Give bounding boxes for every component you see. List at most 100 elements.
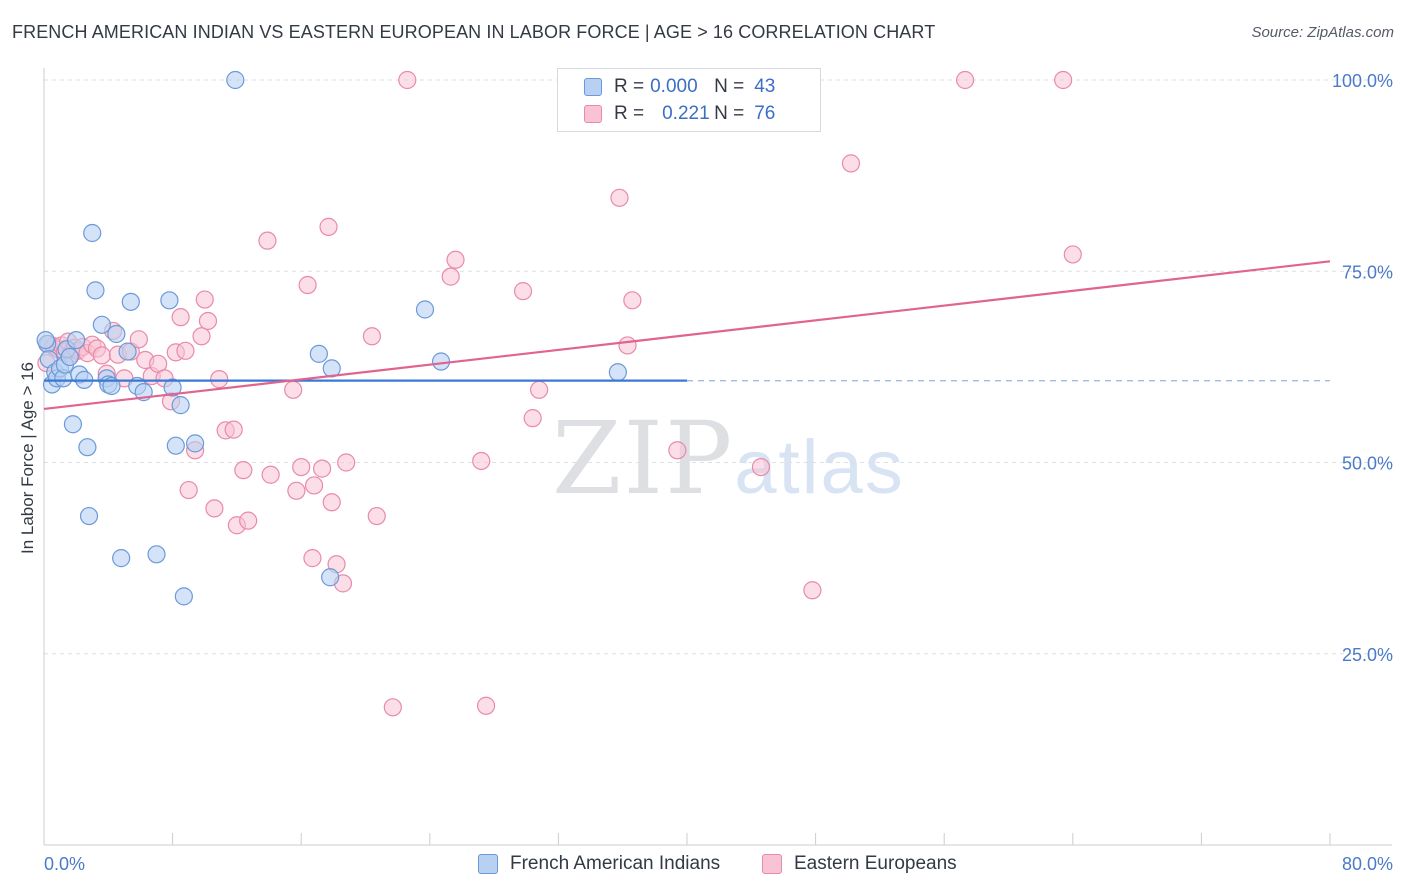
bottom-legend-french-american-indians: French American Indians — [478, 852, 720, 876]
data-point-french-american-indians — [160, 291, 179, 310]
data-point-eastern-europeans — [239, 511, 258, 530]
data-point-eastern-europeans — [530, 380, 549, 399]
data-point-french-american-indians — [608, 363, 627, 382]
data-point-french-american-indians — [36, 331, 55, 350]
legend-row-eastern-europeans: R = 0.221 N = 76 — [584, 102, 775, 126]
data-point-french-american-indians — [147, 545, 166, 564]
data-point-eastern-europeans — [841, 154, 861, 173]
legend-r-value: 0.221 — [662, 103, 710, 124]
data-point-eastern-europeans — [803, 581, 822, 600]
y-tick-label: 25.0% — [1342, 645, 1393, 665]
data-point-french-american-indians — [171, 396, 190, 415]
data-point-eastern-europeans — [179, 480, 198, 500]
data-point-eastern-europeans — [234, 461, 253, 480]
data-point-eastern-europeans — [513, 282, 533, 301]
data-point-eastern-europeans — [304, 476, 324, 495]
data-point-eastern-europeans — [523, 409, 542, 428]
data-point-french-american-indians — [309, 344, 328, 363]
bottom-legend-swatch-blue — [478, 854, 498, 874]
data-point-french-american-indians — [112, 549, 131, 568]
x-tick-label: 80.0% — [1342, 854, 1393, 874]
data-point-eastern-europeans — [195, 290, 214, 309]
chart-title: FRENCH AMERICAN INDIAN VS EASTERN EUROPE… — [12, 22, 936, 42]
data-point-french-american-indians — [166, 436, 185, 455]
legend-swatch-pink — [584, 105, 602, 123]
data-point-eastern-europeans — [751, 457, 771, 477]
correlation-legend: R = 0.000 N = 43 R = 0.221 N = 76 — [557, 68, 821, 132]
data-point-eastern-europeans — [398, 70, 417, 90]
data-point-eastern-europeans — [441, 267, 460, 286]
data-point-french-american-indians — [79, 506, 99, 526]
legend-n-value: 43 — [754, 76, 776, 97]
bottom-legend-label: French American Indians — [510, 853, 721, 874]
data-point-eastern-europeans — [284, 380, 303, 399]
data-point-eastern-europeans — [383, 698, 402, 717]
legend-n-value: 76 — [754, 103, 776, 124]
data-point-eastern-europeans — [261, 465, 280, 484]
data-point-french-american-indians — [174, 587, 193, 606]
data-point-french-american-indians — [121, 292, 140, 311]
data-point-eastern-europeans — [446, 250, 465, 269]
y-tick-label: 75.0% — [1342, 262, 1393, 282]
y-tick-label: 100.0% — [1332, 71, 1393, 91]
data-point-eastern-europeans — [472, 451, 491, 471]
legend-r-value: 0.000 — [650, 76, 698, 97]
data-point-french-american-indians — [83, 223, 102, 243]
legend-n-label: N = — [714, 103, 745, 124]
y-tick-label: 50.0% — [1342, 454, 1393, 474]
data-point-eastern-europeans — [258, 231, 277, 250]
data-point-french-american-indians — [60, 347, 79, 367]
data-point-eastern-europeans — [367, 506, 386, 526]
legend-r-label: R = — [614, 76, 645, 97]
data-point-french-american-indians — [107, 324, 126, 344]
data-point-french-american-indians — [163, 378, 182, 397]
data-point-eastern-europeans — [292, 457, 311, 477]
data-point-french-american-indians — [67, 331, 86, 350]
data-point-eastern-europeans — [476, 696, 496, 715]
data-point-eastern-europeans — [337, 453, 356, 472]
data-point-eastern-europeans — [198, 311, 218, 331]
data-point-eastern-europeans — [171, 308, 190, 327]
data-point-eastern-europeans — [610, 188, 629, 207]
legend-row-french-american-indians: R = 0.000 N = 43 — [584, 75, 775, 99]
data-point-eastern-europeans — [303, 549, 322, 568]
data-point-eastern-europeans — [287, 481, 306, 500]
data-point-french-american-indians — [415, 300, 435, 319]
data-point-eastern-europeans — [322, 493, 341, 512]
bottom-legend-swatch-pink — [762, 854, 782, 874]
legend-swatch-blue — [584, 78, 602, 96]
watermark: ZIPatlas — [552, 400, 905, 517]
data-point-eastern-europeans — [319, 217, 338, 236]
data-point-eastern-europeans — [1063, 245, 1082, 264]
trendline-eastern-europeans — [43, 260, 1331, 411]
bottom-legend-label: Eastern Europeans — [794, 853, 957, 874]
data-point-eastern-europeans — [210, 370, 229, 389]
data-point-eastern-europeans — [362, 327, 382, 346]
data-point-eastern-europeans — [192, 327, 211, 346]
data-point-eastern-europeans — [618, 336, 637, 355]
data-point-eastern-europeans — [623, 291, 642, 310]
data-point-eastern-europeans — [1054, 70, 1073, 90]
data-point-eastern-europeans — [312, 459, 332, 478]
data-point-french-american-indians — [321, 568, 340, 587]
data-point-eastern-europeans — [92, 346, 111, 365]
legend-r-label: R = — [614, 103, 645, 124]
data-point-eastern-europeans — [298, 275, 317, 295]
data-point-french-american-indians — [86, 281, 105, 300]
data-point-eastern-europeans — [668, 441, 687, 460]
data-point-eastern-europeans — [955, 70, 975, 90]
data-point-french-american-indians — [118, 342, 137, 361]
data-point-french-american-indians — [78, 438, 97, 457]
data-point-french-american-indians — [431, 352, 451, 371]
data-point-french-american-indians — [92, 315, 111, 334]
x-tick-label: 0.0% — [44, 854, 85, 874]
bottom-legend-eastern-europeans: Eastern Europeans — [762, 852, 957, 876]
data-point-eastern-europeans — [224, 420, 243, 439]
data-point-eastern-europeans — [205, 499, 224, 518]
data-point-french-american-indians — [226, 70, 245, 90]
legend-n-label: N = — [714, 76, 745, 97]
data-point-eastern-europeans — [176, 341, 195, 360]
watermark-zip: ZIP — [552, 400, 735, 517]
data-point-french-american-indians — [186, 434, 205, 453]
